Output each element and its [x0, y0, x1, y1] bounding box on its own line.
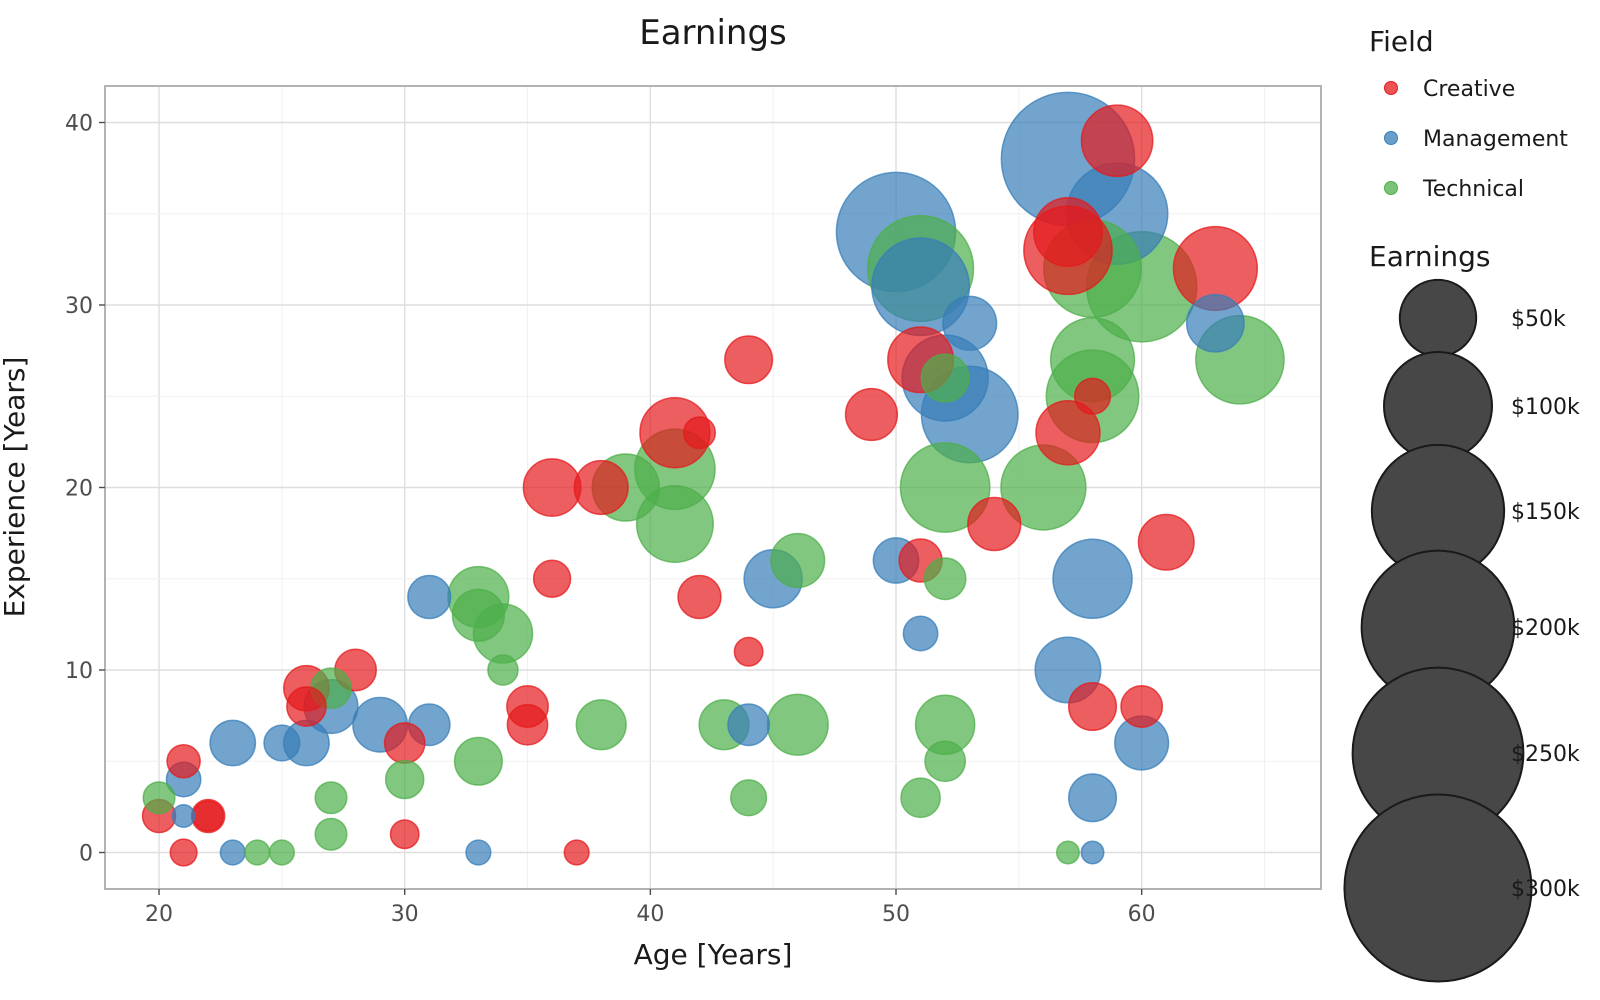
data-point-technical: [899, 442, 991, 533]
legend-key-creative: [1384, 81, 1398, 95]
data-point-technical: [453, 736, 503, 786]
data-point-technical: [314, 817, 348, 851]
data-point-creative: [383, 722, 426, 764]
data-point-technical: [635, 484, 714, 564]
data-point-technical: [268, 839, 295, 866]
size-legend-key: [1398, 278, 1478, 358]
y-tick-label: 20: [65, 477, 93, 502]
data-point-management: [1185, 293, 1245, 353]
x-tick-label: 20: [145, 902, 173, 927]
data-point-creative: [169, 838, 198, 867]
data-point-management: [902, 615, 939, 652]
y-tick-label: 40: [65, 112, 93, 137]
data-point-creative: [967, 496, 1022, 552]
data-point-creative: [844, 387, 899, 442]
data-point-creative: [1032, 197, 1103, 267]
data-points: [141, 91, 1285, 867]
data-point-creative: [573, 459, 629, 516]
size-legend-key: [1343, 793, 1533, 983]
y-axis-title: Experience [Years]: [0, 357, 31, 618]
data-point-creative: [682, 416, 717, 450]
data-point-management: [1052, 538, 1133, 620]
size-legend-label: $250k: [1511, 742, 1580, 767]
legend-label-management: Management: [1423, 127, 1568, 152]
color-legend: Field Creative Management Technical: [1369, 25, 1568, 202]
data-point-management: [209, 719, 257, 767]
chart-title: Earnings: [639, 13, 787, 53]
size-legend-label: $300k: [1511, 877, 1580, 902]
legend-key-technical: [1384, 181, 1398, 195]
data-point-creative: [506, 703, 549, 746]
data-point-management: [263, 724, 301, 762]
data-point-creative: [1068, 681, 1118, 732]
x-axis-title: Age [Years]: [634, 938, 793, 971]
data-point-creative: [192, 800, 224, 832]
size-legend-label: $100k: [1511, 395, 1580, 420]
legend-key-management: [1384, 131, 1398, 145]
data-point-technical: [924, 740, 967, 783]
y-tick-label: 0: [79, 842, 93, 867]
data-point-management: [171, 804, 196, 828]
data-point-creative: [166, 743, 201, 779]
data-point-technical: [575, 699, 627, 751]
axis-ticks: 20 30 40 50 60 0 10 20 30 40: [65, 112, 1156, 928]
data-point-technical: [900, 777, 941, 819]
data-point-creative: [1080, 104, 1154, 178]
data-point-creative: [677, 574, 722, 620]
y-tick-label: 10: [65, 659, 93, 684]
data-point-creative: [1137, 513, 1195, 571]
data-point-technical: [766, 693, 829, 756]
legend-label-creative: Creative: [1423, 77, 1515, 102]
x-tick-label: 40: [636, 902, 664, 927]
data-point-technical: [142, 781, 176, 815]
data-point-creative: [733, 636, 764, 667]
data-point-creative: [286, 686, 327, 727]
data-point-technical: [770, 532, 826, 589]
data-point-technical: [487, 654, 519, 686]
data-point-management: [1080, 840, 1105, 865]
color-legend-title: Field: [1369, 25, 1434, 58]
data-point-technical: [384, 759, 425, 800]
legend-label-technical: Technical: [1422, 177, 1524, 202]
data-point-creative: [389, 819, 420, 850]
data-point-technical: [730, 779, 768, 817]
data-point-technical: [451, 588, 506, 642]
data-point-management: [1068, 773, 1118, 823]
x-tick-label: 30: [391, 902, 419, 927]
size-legend-key: [1383, 351, 1493, 461]
size-legend-label: $200k: [1511, 616, 1580, 641]
data-point-creative: [1073, 377, 1112, 415]
data-point-technical: [244, 839, 271, 866]
size-legend-label: $50k: [1511, 307, 1566, 332]
y-tick-label: 30: [65, 294, 93, 319]
size-legend-label: $150k: [1511, 500, 1580, 525]
size-legend-title: Earnings: [1369, 240, 1491, 273]
data-point-technical: [1055, 840, 1080, 865]
data-point-management: [407, 574, 452, 620]
data-point-creative: [532, 559, 572, 598]
data-point-technical: [923, 557, 967, 601]
data-point-technical: [314, 781, 348, 815]
data-point-management: [727, 703, 771, 747]
size-legend: Earnings $50k $100k $150k $200k $250k $300k: [1343, 240, 1580, 983]
data-point-creative: [724, 335, 774, 385]
x-tick-label: 60: [1128, 902, 1156, 927]
data-point-creative: [1035, 400, 1101, 466]
data-point-creative: [1120, 685, 1164, 728]
data-point-management: [942, 295, 998, 351]
x-tick-label: 50: [882, 902, 910, 927]
data-point-creative: [522, 458, 582, 517]
data-point-technical: [920, 353, 970, 403]
data-point-management: [465, 839, 492, 866]
data-point-management: [219, 839, 246, 866]
data-point-creative: [563, 839, 590, 866]
